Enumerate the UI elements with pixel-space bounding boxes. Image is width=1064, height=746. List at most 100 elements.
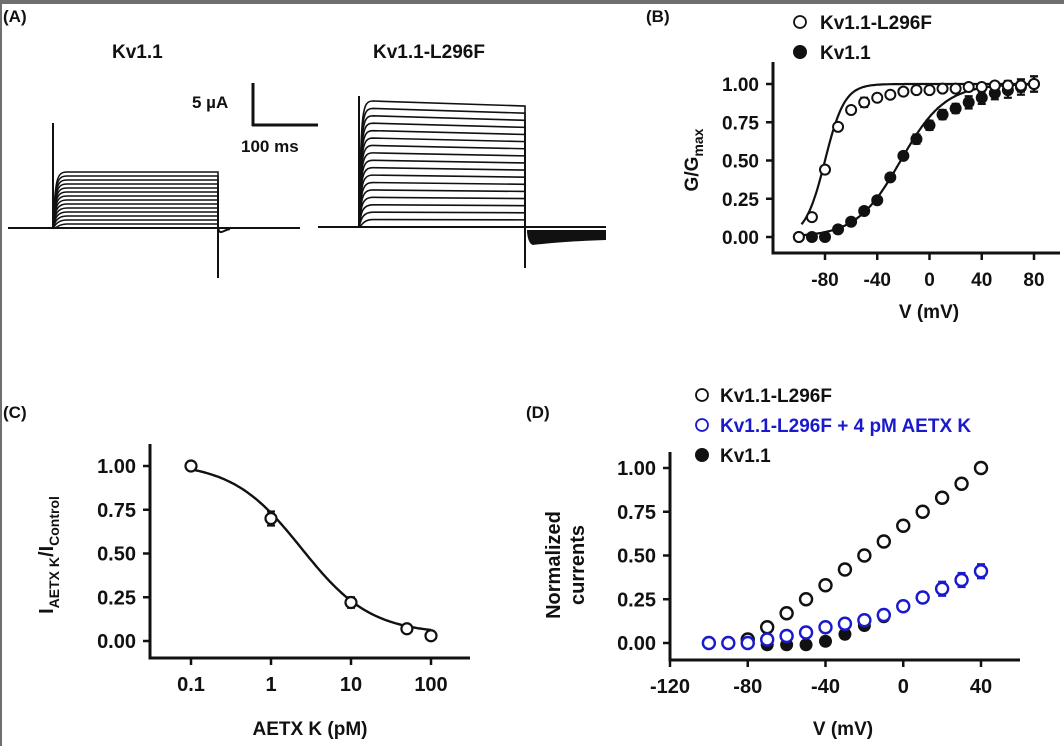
data-point-filled [975, 91, 988, 104]
panel-a: (A) Kv1.1 Kv1.1-L296F 5 µA 100 ms [3, 7, 606, 278]
panel-b-label: (B) [646, 7, 670, 26]
data-point-open [792, 231, 805, 243]
legend-marker-open [793, 15, 807, 29]
legend-marker-open-black [695, 388, 709, 402]
data-point-open-blue [837, 616, 853, 631]
data-point-open [896, 518, 911, 533]
data-point-open-blue [954, 572, 969, 588]
panel-c-label: (C) [3, 403, 27, 422]
current-sweep [358, 144, 526, 228]
data-point-open [344, 595, 358, 610]
data-point-open [962, 81, 975, 94]
legend-label-kv11: Kv1.1 [720, 446, 771, 467]
panel-d-axes: 0.00 0.25 0.50 0.75 1.00 -120 -80 -40 0 40 [617, 452, 1020, 698]
data-point-open [858, 96, 871, 109]
data-point-open [759, 620, 775, 635]
y-tick-label: 0.25 [617, 589, 656, 611]
data-point-open [837, 562, 853, 577]
current-sweep [358, 203, 526, 228]
data-point-open-blue [896, 599, 911, 614]
data-point-open [845, 104, 858, 117]
data-point-open [264, 511, 278, 526]
data-point-open-blue [973, 564, 989, 579]
y-tick-label: 0.75 [722, 113, 759, 134]
data-point-open [934, 490, 950, 505]
panel-b-axes: 0.00 0.25 0.50 0.75 1.00 -80 -40 0 40 80 [722, 62, 1060, 291]
x-tick-label: 40 [971, 270, 992, 291]
legend-marker-filled [793, 45, 807, 59]
y-tick-label: 0.00 [97, 631, 136, 653]
data-point-open-blue [934, 581, 950, 596]
panel-a-title-l296f: Kv1.1-L296F [373, 42, 485, 63]
data-point-filled [838, 627, 852, 641]
x-tick-label: 0 [924, 270, 935, 291]
y-tick-label: 0.50 [617, 546, 656, 568]
current-sweep [52, 183, 219, 229]
current-sweep [52, 191, 219, 229]
data-point-open [936, 82, 949, 95]
data-point-open [884, 88, 897, 101]
panel-c-xlabel: AETX K (pM) [252, 719, 367, 740]
x-tick-label: 0 [898, 676, 909, 698]
data-point-open [1028, 78, 1040, 90]
panel-c-ylabel: IAETX K/IControl [36, 496, 62, 614]
panel-a-label: (A) [3, 7, 27, 26]
y-tick-label: 1.00 [97, 456, 136, 478]
data-point-open [897, 85, 910, 98]
tail-current-band [527, 230, 606, 245]
data-point-open [818, 578, 833, 593]
data-point-open [424, 629, 438, 643]
data-point-filled [897, 149, 910, 162]
data-point-open [975, 81, 988, 94]
panel-b-legend: Kv1.1-L296F Kv1.1 [793, 13, 932, 64]
panel-c-ylabel-sub2: Control [46, 496, 62, 546]
x-tick-label: -120 [650, 676, 690, 698]
x-tick-label: 10 [340, 674, 362, 696]
panel-b-ylabel-main: G/G [682, 157, 703, 192]
data-point-filled [845, 215, 858, 228]
data-point-filled [858, 204, 871, 217]
data-point-open [915, 504, 930, 519]
data-point-filled [805, 231, 818, 243]
panel-d-label: (D) [526, 403, 550, 422]
data-point-open [184, 459, 198, 473]
data-point-open-blue [759, 632, 775, 647]
data-point-open [798, 592, 814, 607]
data-point-open-blue [798, 625, 814, 640]
panel-c-ylabel-sub1: AETX K [46, 557, 62, 608]
data-point-open-blue [915, 590, 930, 605]
data-point-open [988, 79, 1001, 92]
panel-b-ylabel-sub: max [690, 128, 706, 156]
fit-curve [798, 83, 1034, 237]
legend-label-kv11: Kv1.1 [820, 43, 871, 64]
traces-kv11 [8, 123, 300, 278]
panel-c-plot [184, 459, 438, 643]
y-tick-label: 0.25 [97, 587, 136, 609]
x-tick-label: 1 [265, 674, 276, 696]
panel-d-ylabel-line1: Normalized [543, 511, 565, 619]
current-sweep [358, 218, 526, 228]
scale-bar: 5 µA 100 ms [192, 83, 318, 156]
data-point-open [949, 82, 962, 95]
data-point-open-blue [876, 607, 892, 623]
y-tick-label: 0.00 [722, 228, 759, 249]
data-point-open-blue [701, 635, 717, 651]
data-point-open [1001, 79, 1014, 92]
data-point-open [910, 84, 923, 97]
panel-b-xlabel: V (mV) [899, 302, 959, 323]
y-tick-label: 1.00 [722, 75, 759, 96]
data-point-open [805, 211, 818, 224]
panel-d-legend: Kv1.1-L296F Kv1.1-L296F + 4 pM AETX K Kv… [695, 386, 971, 467]
panel-d: (D) Kv1.1-L296F Kv1.1-L296F + 4 pM AETX … [526, 386, 1020, 740]
data-point-open-blue [857, 613, 872, 628]
data-point-filled [910, 133, 923, 146]
x-tick-label: -80 [733, 676, 762, 698]
data-point-filled [871, 194, 884, 207]
y-tick-label: 0.75 [97, 500, 136, 522]
data-point-open [973, 460, 989, 476]
panel-a-title-kv11: Kv1.1 [112, 42, 163, 63]
data-point-open [779, 606, 794, 621]
data-point-open-blue [818, 620, 833, 635]
data-point-filled [819, 231, 831, 243]
